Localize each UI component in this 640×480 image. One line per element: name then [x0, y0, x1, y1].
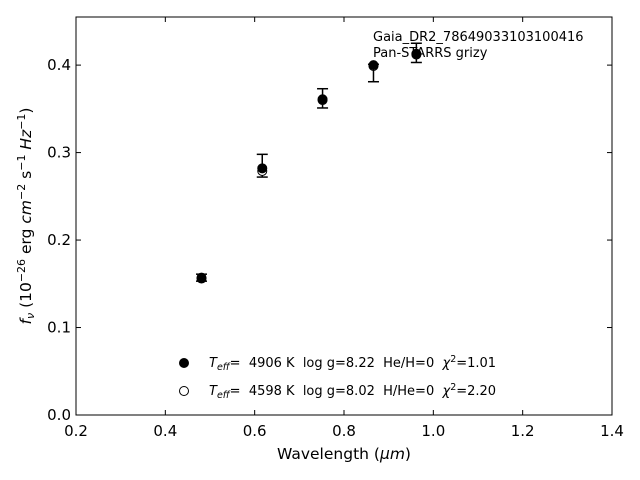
y-tick-label: 0.4: [47, 56, 71, 74]
y-axis-label: fν (10−26 erg cm−2 s−1 Hz−1): [15, 108, 37, 325]
x-tick-label: 0.8: [332, 422, 356, 440]
legend-marker-open: [179, 386, 189, 396]
y-tick-label: 0.2: [47, 231, 71, 249]
x-tick-label: 1.4: [600, 422, 624, 440]
legend: Teff= 4906 K log g=8.22 He/H=0 χ2=1.01 T…: [179, 354, 496, 401]
x-tick-label: 1.2: [511, 422, 535, 440]
x-axis-ticks: 0.2 0.4 0.6 0.8 1.0 1.2 1.4: [64, 17, 624, 440]
legend-marker-filled: [179, 358, 189, 368]
y-axis-ticks: 0.0 0.1 0.2 0.3 0.4: [47, 56, 612, 424]
y-tick-label: 0.1: [47, 319, 71, 337]
annotation-source-id: Gaia_DR2_78649033103100416: [373, 30, 584, 45]
y-tick-label: 0.0: [47, 406, 71, 424]
x-tick-label: 0.6: [243, 422, 267, 440]
data-point-filled: [411, 48, 422, 59]
x-tick-label: 0.2: [64, 422, 88, 440]
legend-entry-open: Teff= 4598 K log g=8.02 H/He=0 χ2=2.20: [209, 382, 496, 401]
y-tick-label: 0.3: [47, 144, 71, 162]
x-axis-label: Wavelength (μm): [277, 445, 411, 463]
plot-area: [75, 16, 613, 416]
data-point-filled: [317, 94, 328, 105]
data-point-filled: [196, 272, 207, 283]
data-point-filled: [257, 163, 268, 174]
annotation-survey: Pan-STARRS grizy: [373, 46, 488, 61]
x-tick-label: 0.4: [153, 422, 177, 440]
data-point-filled: [368, 60, 379, 71]
data-points: [196, 48, 422, 284]
x-tick-label: 1.0: [421, 422, 445, 440]
legend-entry-filled: Teff= 4906 K log g=8.22 He/H=0 χ2=1.01: [209, 354, 496, 373]
